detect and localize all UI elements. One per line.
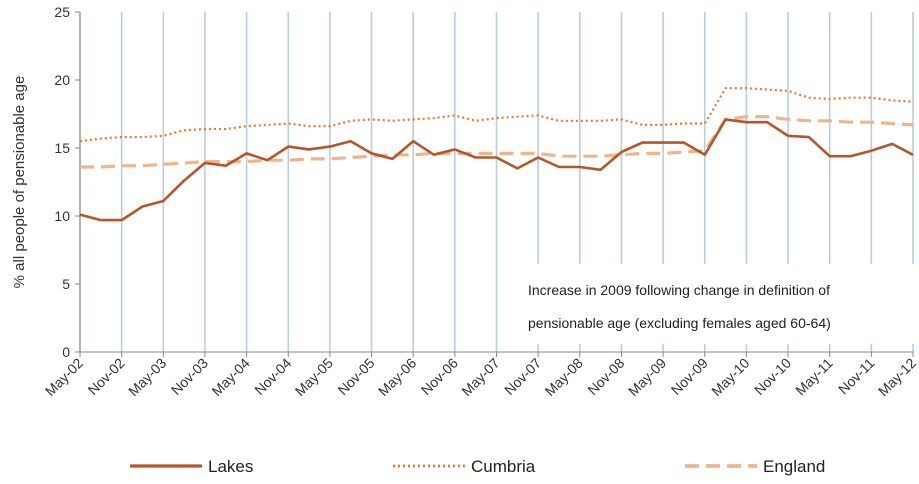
x-tick-label: May-11 [792,355,836,399]
x-tick-label: May-07 [458,355,502,399]
x-tick-label: May-08 [542,355,586,399]
x-tick-label: May-04 [208,355,252,399]
y-tick-label: 20 [54,72,70,88]
legend-label-cumbria: Cumbria [471,457,536,476]
x-tick-labels: May-02Nov-02May-03Nov-03May-04Nov-04May-… [42,355,919,399]
x-tick-label: Nov-06 [418,355,461,398]
x-tick-label: Nov-05 [334,355,377,398]
x-tick-label: Nov-02 [85,355,128,398]
x-tick-label: Nov-07 [501,355,544,398]
legend: Lakes Cumbria England [130,457,825,476]
y-tick-label: 0 [62,344,70,360]
x-tick-label: May-03 [125,355,169,399]
x-tick-label: Nov-08 [584,355,627,398]
x-tick-label: Nov-10 [751,355,794,398]
y-axis-label: % all people of pensionable age [11,76,28,289]
annotation-background [512,264,918,344]
y-tick-labels: 0 5 10 15 20 25 [54,4,70,360]
x-tick-label: May-09 [625,355,669,399]
series-line-lakes [79,118,914,222]
annotation-line-1: Increase in 2009 following change in def… [528,282,830,298]
y-tick-label: 25 [54,4,70,20]
axes [75,11,914,357]
series-line-england [80,115,914,169]
series-lines [79,87,914,222]
y-tick-label: 10 [54,208,70,224]
x-tick-label: Nov-09 [668,355,711,398]
x-tick-label: May-10 [708,355,752,399]
legend-label-england: England [763,457,825,476]
x-tick-label: Nov-11 [835,355,878,398]
x-tick-label: May-05 [292,355,336,399]
annotation-line-2: pensionable age (excluding females aged … [528,315,831,331]
x-tick-label: May-12 [875,355,919,399]
x-tick-label: May-06 [375,355,419,399]
x-tick-label: Nov-04 [251,355,294,398]
x-tick-label: May-02 [42,355,86,399]
y-tick-label: 5 [62,276,70,292]
x-tick-label: Nov-03 [168,355,211,398]
legend-label-lakes: Lakes [208,457,253,476]
y-tick-label: 15 [54,140,70,156]
